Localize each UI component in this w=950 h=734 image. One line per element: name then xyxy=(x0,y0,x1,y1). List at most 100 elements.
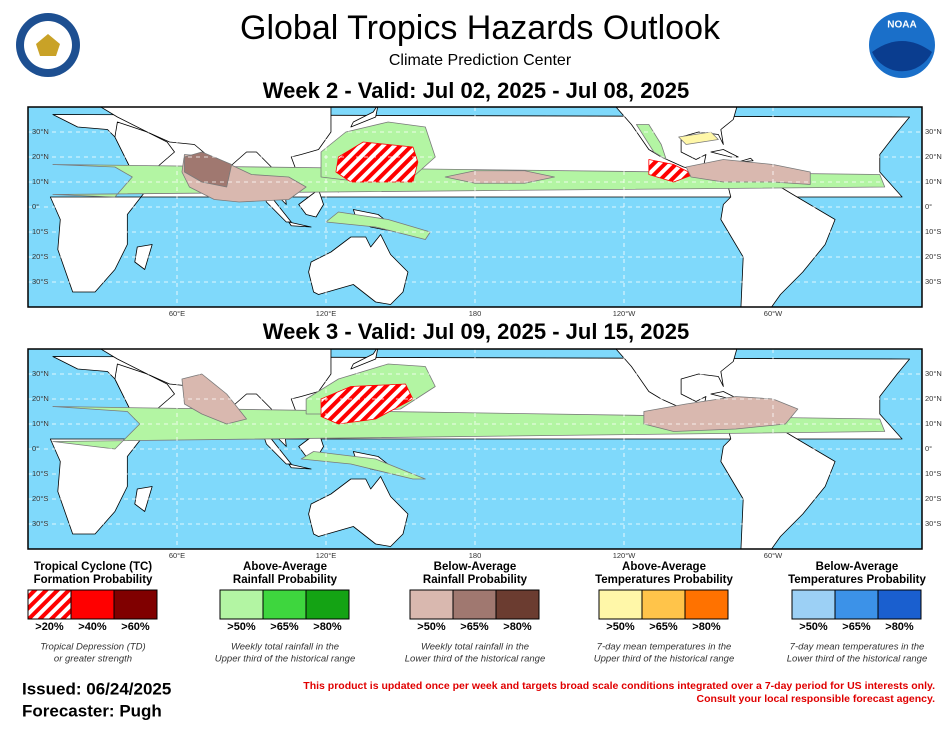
legend-note: Weekly total rainfall in the xyxy=(231,642,339,653)
land xyxy=(298,189,324,218)
map-frame xyxy=(27,348,923,550)
legend-note: Lower third of the historical range xyxy=(405,654,545,665)
map xyxy=(28,107,950,307)
legend-label: >50% xyxy=(227,621,256,633)
land xyxy=(944,357,950,535)
legend-swatch xyxy=(70,589,115,620)
land xyxy=(114,121,175,178)
legend-note: 7-day mean temperatures in the xyxy=(597,642,732,653)
legend-title: Rainfall Probability xyxy=(233,574,338,586)
lat-label: 10°S xyxy=(32,469,48,478)
legend-note: or greater strength xyxy=(54,654,132,665)
lat-label: 30°N xyxy=(32,127,49,136)
lat-label: 0° xyxy=(925,202,932,211)
hazard-area xyxy=(678,131,719,145)
lat-label: 0° xyxy=(925,444,932,453)
legend-title: Temperatures Probability xyxy=(595,574,733,586)
land xyxy=(350,107,379,128)
noaa-logo: NOAA xyxy=(869,12,935,78)
lat-label: 10°N xyxy=(925,177,942,186)
lat-label: 30°S xyxy=(925,277,941,286)
map-title: Week 2 - Valid: Jul 02, 2025 - Jul 08, 2… xyxy=(263,78,689,103)
lat-label: 10°S xyxy=(32,227,48,236)
legend-swatch xyxy=(452,589,497,620)
land xyxy=(350,349,379,370)
hazard-area xyxy=(636,124,667,160)
land xyxy=(710,149,739,158)
lat-label: 10°N xyxy=(32,419,49,428)
lat-label: 10°S xyxy=(925,469,941,478)
map-title: Week 3 - Valid: Jul 09, 2025 - Jul 15, 2… xyxy=(263,319,689,344)
hazard-area xyxy=(300,451,426,480)
disclaimer: This product is updated once per week an… xyxy=(303,680,935,692)
legend-note: Weekly total rainfall in the xyxy=(421,642,529,653)
hazard-area xyxy=(648,159,694,183)
legend-note: 7-day mean temperatures in the xyxy=(790,642,925,653)
hazard-area xyxy=(685,159,811,185)
legend-swatch xyxy=(877,589,922,620)
hazard-area xyxy=(184,151,233,188)
lat-label: 10°N xyxy=(32,177,49,186)
legend-swatch xyxy=(791,589,836,620)
lat-label: 0° xyxy=(32,444,39,453)
legend-swatch xyxy=(641,589,686,620)
legend-label: >65% xyxy=(460,621,489,633)
lon-label: 120°W xyxy=(613,551,637,560)
legend-swatch xyxy=(684,589,729,620)
legend-title: Formation Probability xyxy=(34,574,153,586)
lat-label: 10°N xyxy=(925,419,942,428)
legend-label: >65% xyxy=(649,621,678,633)
lon-label: 120°E xyxy=(316,551,337,560)
page-title: Global Tropics Hazards Outlook xyxy=(240,9,721,47)
commerce-seal xyxy=(16,13,80,77)
legend-label: >60% xyxy=(121,621,150,633)
land xyxy=(288,221,312,228)
lon-label: 120°W xyxy=(613,309,637,318)
map-frame xyxy=(27,106,923,308)
legend-swatch xyxy=(305,589,350,620)
forecaster: Forecaster: Pugh xyxy=(22,701,162,720)
legend-label: >50% xyxy=(417,621,446,633)
disclaimer: Consult your local responsible forecast … xyxy=(697,693,936,705)
legend-swatch xyxy=(409,589,454,620)
lat-label: 30°N xyxy=(32,369,49,378)
lat-label: 30°N xyxy=(925,369,942,378)
lat-label: 30°N xyxy=(925,127,942,136)
legend-swatch xyxy=(113,589,158,620)
lat-label: 20°S xyxy=(925,494,941,503)
hazard-area xyxy=(335,141,419,183)
map xyxy=(28,349,950,549)
lat-label: 30°S xyxy=(32,519,48,528)
legend-label: >80% xyxy=(503,621,532,633)
lon-label: 60°W xyxy=(764,309,783,318)
legend-label: >50% xyxy=(799,621,828,633)
lon-label: 180 xyxy=(469,309,482,318)
lat-label: 20°S xyxy=(32,252,48,261)
lon-label: 60°E xyxy=(169,309,185,318)
hazard-area xyxy=(444,170,555,184)
legend-title: Below-Average xyxy=(434,561,517,573)
land xyxy=(288,463,312,470)
legend-title: Temperatures Probability xyxy=(788,574,926,586)
lat-label: 20°S xyxy=(32,494,48,503)
land xyxy=(114,363,175,420)
legend-label: >80% xyxy=(885,621,914,633)
land xyxy=(944,115,950,293)
lat-label: 20°N xyxy=(32,152,49,161)
lat-label: 30°S xyxy=(925,519,941,528)
legend-note: Lower third of the historical range xyxy=(787,654,927,665)
lon-label: 180 xyxy=(469,551,482,560)
lon-label: 120°E xyxy=(316,309,337,318)
legend-swatch xyxy=(219,589,264,620)
legend-label: >65% xyxy=(842,621,871,633)
legend-note: Upper third of the historical range xyxy=(594,654,734,665)
lat-label: 20°S xyxy=(925,252,941,261)
legend-label: >40% xyxy=(78,621,107,633)
legend-swatch xyxy=(495,589,540,620)
legend-label: >50% xyxy=(606,621,635,633)
legend-label: >80% xyxy=(692,621,721,633)
legend-swatch xyxy=(262,589,307,620)
lat-label: 20°N xyxy=(925,152,942,161)
legend-title: Above-Average xyxy=(243,561,327,573)
